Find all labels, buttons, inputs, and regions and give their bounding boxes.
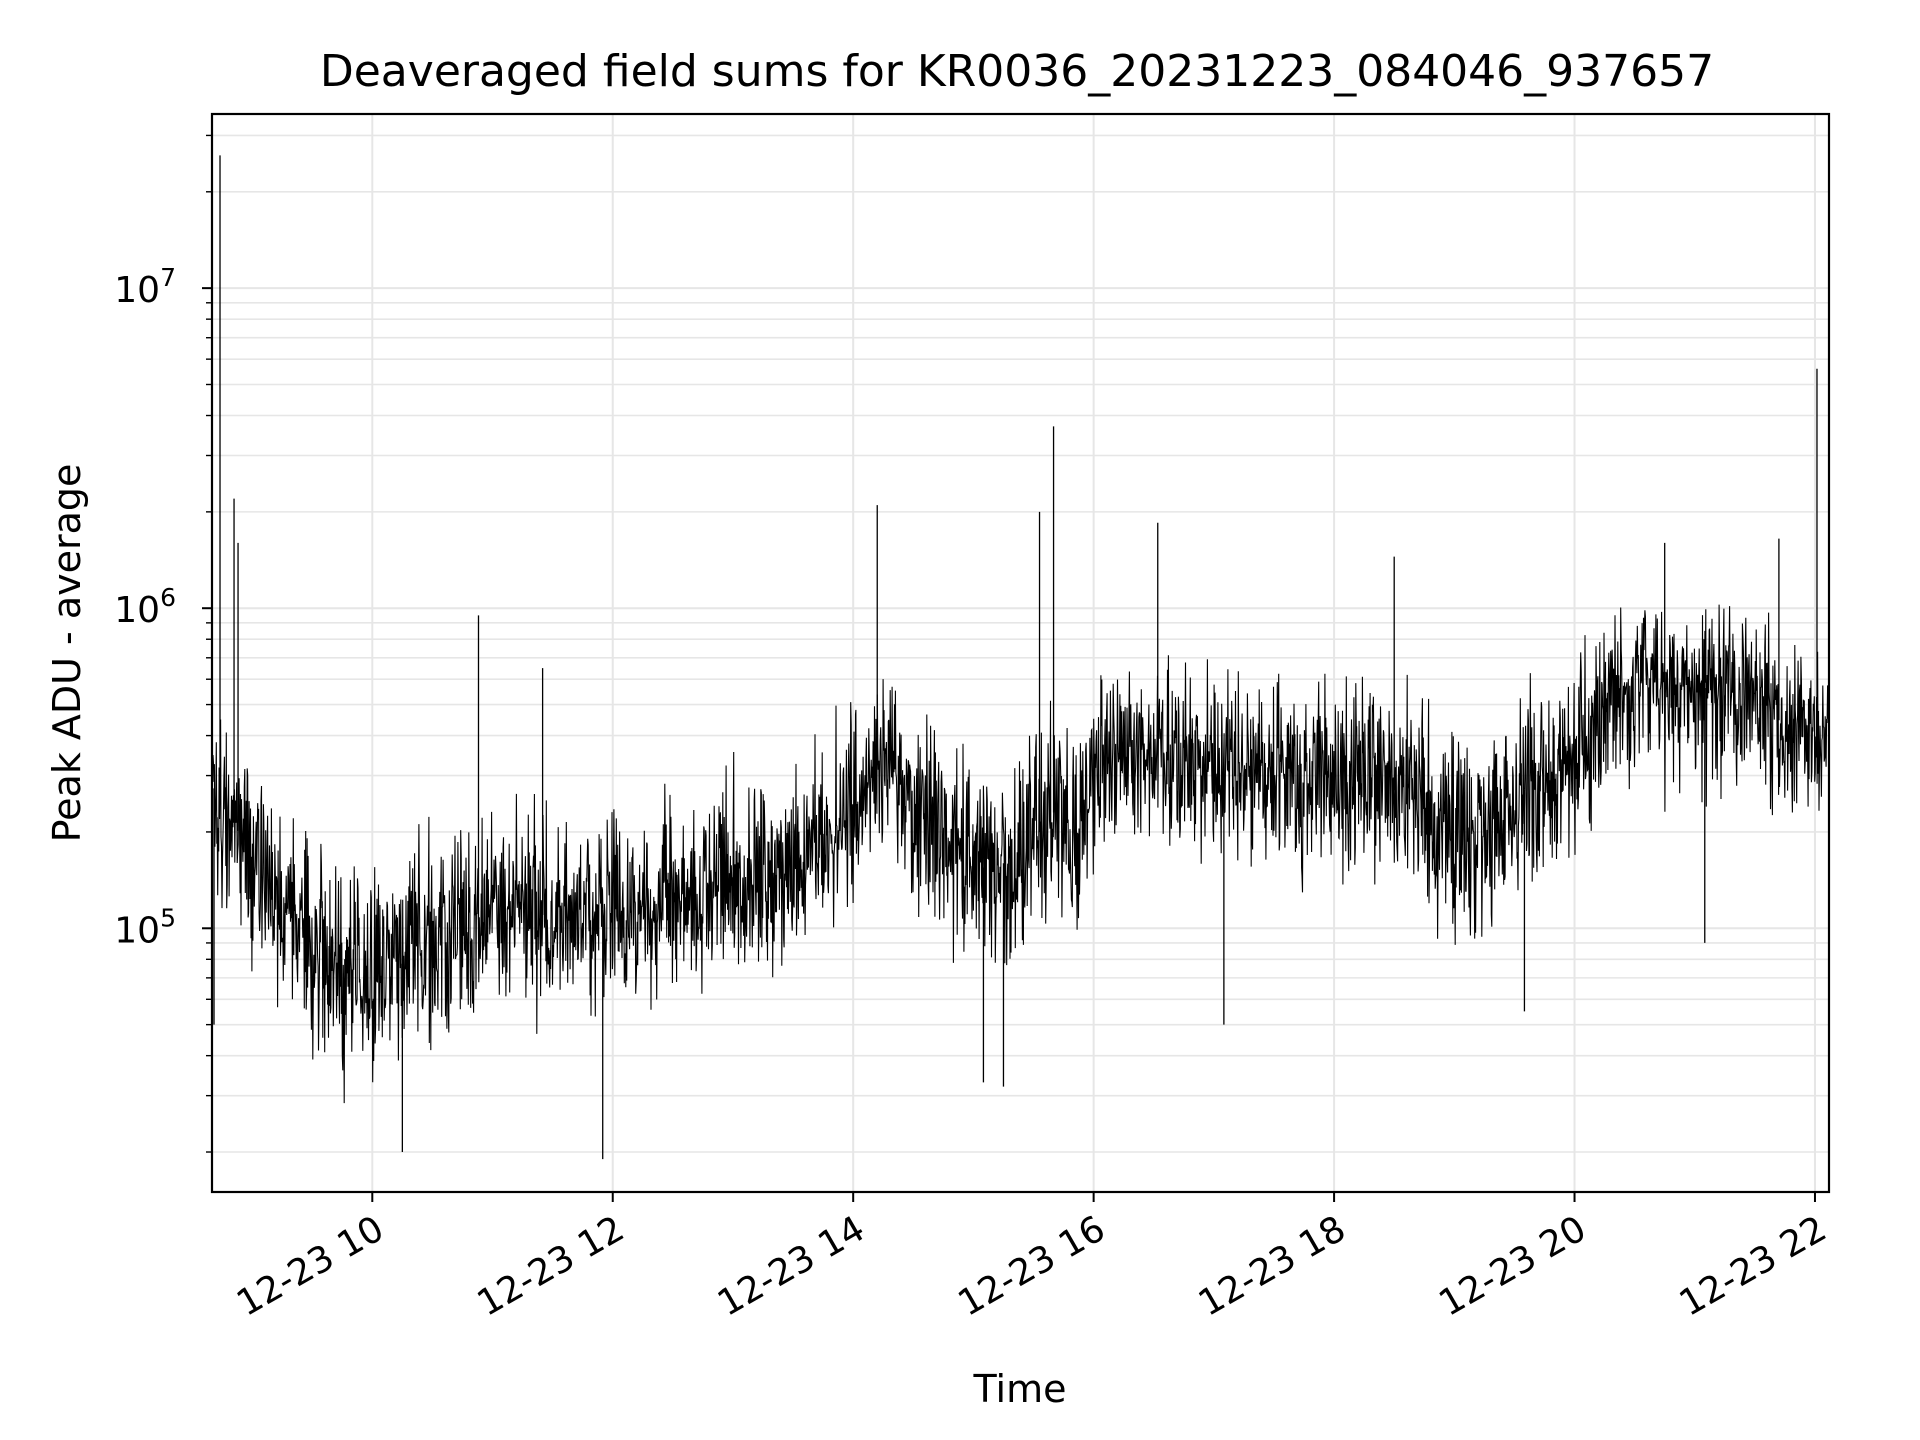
x-axis-label: Time bbox=[973, 1367, 1067, 1411]
x-tick-label: 12-23 16 bbox=[951, 1208, 1112, 1324]
plot-area bbox=[211, 155, 1830, 1160]
y-tick-label: 106 bbox=[114, 583, 176, 631]
x-tick-label: 12-23 10 bbox=[230, 1208, 391, 1324]
y-tick-base: 10 bbox=[114, 270, 160, 311]
y-tick-base: 10 bbox=[114, 910, 160, 951]
y-tick-label: 107 bbox=[114, 263, 176, 311]
y-tick-label: 105 bbox=[114, 903, 176, 951]
x-tick-label: 12-23 14 bbox=[711, 1208, 872, 1324]
y-tick-exponent: 7 bbox=[160, 263, 176, 292]
x-tick-label: 12-23 18 bbox=[1192, 1208, 1353, 1324]
x-tick-label: 12-23 20 bbox=[1432, 1208, 1593, 1324]
plot-frame bbox=[210, 112, 1831, 1194]
x-tick-label: 12-23 22 bbox=[1673, 1208, 1834, 1324]
y-axis-label: Peak ADU - average bbox=[45, 464, 89, 843]
x-axis: 12-23 10 12-23 12 12-23 14 12-23 16 12-23 18… bbox=[230, 1192, 1833, 1325]
y-tick-base: 10 bbox=[114, 590, 160, 631]
series-line bbox=[211, 604, 1830, 1104]
chart-title: Deaveraged field sums for KR0036_2023122… bbox=[320, 46, 1714, 97]
y-tick-exponent: 6 bbox=[160, 583, 176, 612]
grid bbox=[212, 114, 1829, 1192]
y-tick-exponent: 5 bbox=[160, 903, 176, 932]
x-tick-label: 12-23 12 bbox=[471, 1208, 632, 1324]
